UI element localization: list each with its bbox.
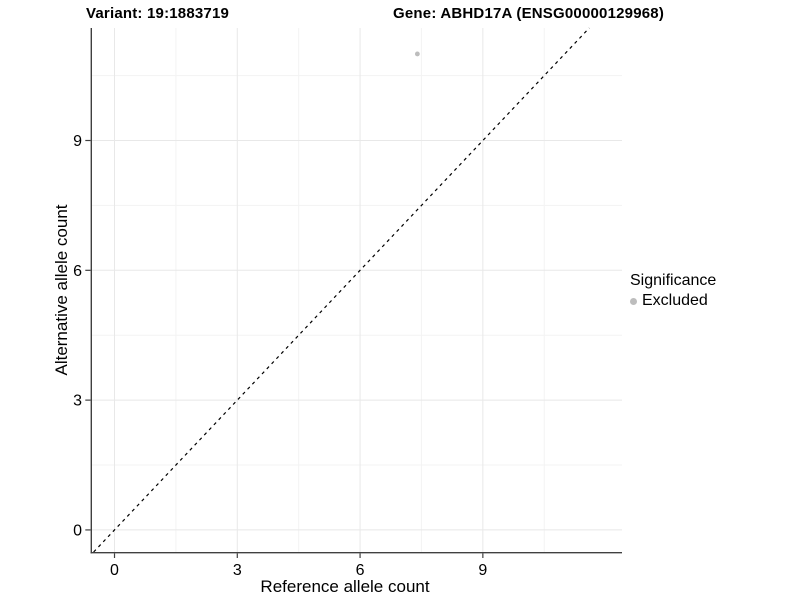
x-axis-title: Reference allele count bbox=[260, 577, 430, 596]
x-tick-label: 6 bbox=[356, 562, 365, 579]
y-tick-label: 6 bbox=[73, 263, 82, 280]
x-tick-label: 9 bbox=[478, 562, 487, 579]
x-tick-label: 0 bbox=[110, 562, 119, 579]
legend-entry-label: Excluded bbox=[642, 292, 708, 309]
y-tick-label: 3 bbox=[73, 393, 82, 410]
identity-reference-line bbox=[93, 27, 590, 553]
legend-title: Significance bbox=[630, 272, 717, 289]
data-point-excluded bbox=[414, 51, 420, 57]
legend-entry-excluded: Excluded bbox=[630, 291, 716, 311]
title-variant: Variant: 19:1883719 bbox=[86, 5, 230, 22]
y-tick-label: 0 bbox=[73, 522, 82, 539]
y-tick-label: 9 bbox=[73, 133, 82, 150]
legend: Significance Excluded bbox=[630, 271, 716, 311]
y-axis-title: Alternative allele count bbox=[52, 204, 71, 376]
legend-point-icon bbox=[630, 297, 637, 305]
x-tick-label: 3 bbox=[233, 562, 242, 579]
title-gene: Gene: ABHD17A (ENSG00000129968) bbox=[393, 5, 665, 22]
